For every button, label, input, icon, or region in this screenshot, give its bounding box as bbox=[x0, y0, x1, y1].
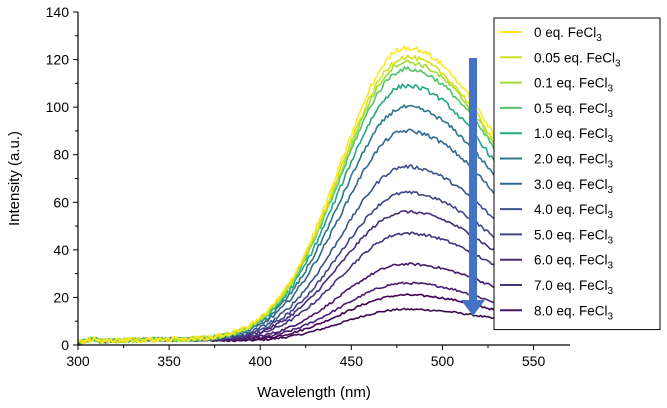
legend-label: 2.0 eq. FeCl3 bbox=[534, 152, 614, 171]
legend: 0 eq. FeCl3 0.05 eq. FeCl3 0.1 eq. FeCl3 0.… bbox=[493, 17, 661, 331]
legend-label-subscript: 3 bbox=[608, 109, 614, 120]
legend-label-subscript: 3 bbox=[608, 311, 614, 322]
legend-label-subscript: 3 bbox=[608, 185, 614, 196]
x-tick-label: 550 bbox=[522, 353, 546, 369]
legend-label: 1.0 eq. FeCl3 bbox=[534, 126, 614, 145]
arrow-head bbox=[461, 300, 485, 316]
x-axis-title: Wavelength (nm) bbox=[257, 384, 371, 401]
y-tick-label: 80 bbox=[53, 147, 69, 163]
legend-label: 0.05 eq. FeCl3 bbox=[534, 50, 621, 69]
legend-label-subscript: 3 bbox=[608, 84, 614, 95]
x-tick-label: 400 bbox=[249, 353, 273, 369]
legend-label-subscript: 3 bbox=[608, 134, 614, 145]
legend-label: 4.0 eq. FeCl3 bbox=[534, 202, 614, 221]
decrease-arrow bbox=[461, 58, 485, 316]
legend-label: 0.1 eq. FeCl3 bbox=[534, 76, 614, 95]
legend-label: 0.5 eq. FeCl3 bbox=[534, 101, 614, 120]
spectrum-line bbox=[77, 45, 535, 344]
y-tick-label: 100 bbox=[46, 99, 70, 115]
spectrum-line bbox=[77, 128, 535, 345]
legend-label-subscript: 3 bbox=[608, 286, 614, 297]
spectrum-line bbox=[77, 83, 535, 345]
arrow-shaft bbox=[469, 58, 477, 300]
y-tick-label: 140 bbox=[46, 4, 70, 20]
legend-label-subscript: 3 bbox=[596, 33, 602, 44]
x-tick-label: 350 bbox=[157, 353, 181, 369]
x-tick-label: 450 bbox=[340, 353, 364, 369]
legend-label: 3.0 eq. FeCl3 bbox=[534, 177, 614, 196]
legend-label: 8.0 eq. FeCl3 bbox=[534, 303, 614, 322]
legend-label-subscript: 3 bbox=[608, 261, 614, 272]
y-tick-label: 0 bbox=[61, 337, 69, 353]
plot-lines bbox=[77, 45, 535, 345]
legend-label-subscript: 3 bbox=[615, 58, 621, 69]
spectrum-line bbox=[77, 104, 535, 345]
x-tick-label: 500 bbox=[431, 353, 455, 369]
y-tick-label: 60 bbox=[53, 194, 69, 210]
y-tick-label: 40 bbox=[53, 242, 69, 258]
legend-label: 6.0 eq. FeCl3 bbox=[534, 253, 614, 272]
legend-label: 0 eq. FeCl3 bbox=[534, 25, 602, 44]
y-tick-label: 20 bbox=[53, 289, 69, 305]
legend-box bbox=[493, 17, 661, 331]
axes: 0 20 40 60 80 100 120 140 300 350 400 450 500 550 bbox=[46, 4, 570, 369]
legend-label: 5.0 eq. FeCl3 bbox=[534, 227, 614, 246]
y-axis-title: Intensity (a.u.) bbox=[6, 131, 23, 226]
extra-spectrum-line bbox=[77, 307, 534, 344]
legend-label-subscript: 3 bbox=[608, 235, 614, 246]
legend-label-subscript: 3 bbox=[608, 160, 614, 171]
legend-label: 7.0 eq. FeCl3 bbox=[534, 278, 614, 297]
spectrum-line bbox=[77, 231, 534, 344]
y-tick-label: 120 bbox=[46, 52, 70, 68]
legend-label-subscript: 3 bbox=[608, 210, 614, 221]
x-tick-label: 300 bbox=[66, 353, 90, 369]
